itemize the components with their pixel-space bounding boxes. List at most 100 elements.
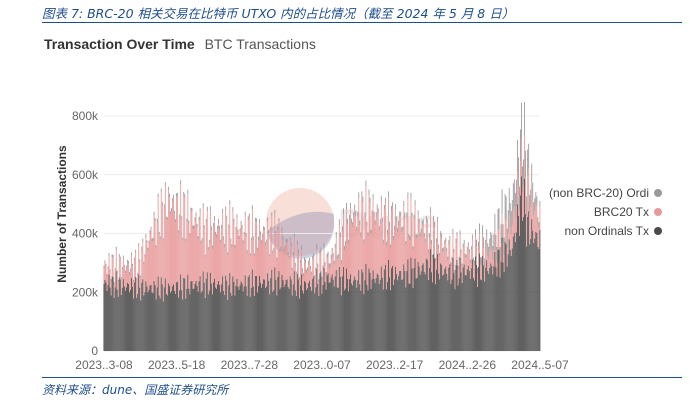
bar-segment — [136, 280, 138, 298]
bar-segment — [133, 282, 135, 299]
bar-segment — [382, 239, 384, 244]
bar-segment — [535, 192, 537, 204]
bar-segment — [506, 228, 508, 249]
bar-segment — [472, 257, 474, 262]
bar-segment — [243, 231, 245, 236]
bar-segment — [161, 202, 163, 206]
bar-segment — [384, 264, 386, 351]
bar-segment — [318, 279, 320, 283]
bar-segment — [111, 276, 113, 351]
bar-segment — [290, 279, 292, 351]
bar-segment — [214, 220, 215, 279]
bar-segment — [227, 252, 229, 256]
bar-segment — [457, 285, 459, 351]
bar-segment — [289, 240, 291, 277]
bar-segment — [161, 284, 163, 351]
bar-segment — [433, 220, 434, 255]
bar-segment — [216, 288, 217, 351]
bar-segment — [364, 212, 366, 218]
bar-segment — [420, 233, 422, 272]
bar-segment — [406, 217, 408, 271]
bar-segment — [340, 295, 342, 351]
bar-segment — [448, 244, 450, 268]
bar-segment — [498, 249, 500, 351]
bar-segment — [286, 238, 288, 243]
bar-segment — [385, 245, 387, 290]
bar-segment — [475, 256, 476, 351]
bar-segment — [272, 291, 274, 351]
bar-segment — [114, 270, 116, 288]
bar-segment — [419, 274, 421, 351]
bar-segment — [466, 251, 468, 270]
bar-segment — [505, 220, 507, 245]
bar-segment — [361, 269, 363, 351]
bar-segment — [168, 285, 170, 351]
bar-segment — [325, 271, 327, 276]
bar-segment — [208, 239, 210, 244]
bar-segment — [406, 270, 408, 351]
bar-segment — [448, 240, 450, 245]
bar-segment — [497, 209, 499, 230]
legend-marker — [654, 227, 662, 235]
bar-segment — [468, 249, 470, 253]
bar-segment — [312, 255, 314, 261]
bar-segment — [262, 237, 263, 284]
bar-segment — [419, 237, 421, 275]
bar-segment — [489, 267, 491, 351]
bar-segment — [270, 226, 272, 231]
bar-segment — [164, 182, 166, 186]
bar-segment — [260, 282, 261, 351]
bar-segment — [281, 230, 283, 275]
bar-segment — [421, 220, 423, 226]
bar-segment — [184, 194, 186, 198]
bar-segment — [247, 220, 249, 277]
bar-segment — [491, 234, 493, 250]
bar-segment — [525, 214, 527, 351]
bar-segment — [176, 193, 178, 197]
bar-segment — [440, 263, 442, 351]
bar-segment — [416, 277, 418, 351]
bar-segment — [287, 287, 289, 351]
bar-segment — [539, 206, 541, 230]
bar-segment — [439, 279, 441, 351]
bar-segment — [371, 279, 373, 351]
bar-segment — [218, 222, 219, 281]
bar-segment — [188, 223, 190, 289]
bar-segment — [515, 232, 517, 351]
bar-segment — [223, 239, 225, 291]
bar-segment — [357, 217, 359, 281]
bar-segment — [460, 272, 462, 351]
bar-segment — [283, 287, 285, 351]
bar-segment — [405, 240, 407, 245]
bar-segment — [338, 219, 340, 226]
bar-segment — [306, 269, 308, 273]
bar-segment — [419, 232, 421, 238]
bar-segment — [282, 239, 284, 281]
y-axis: 0 200k 400k 600k 800k — [72, 109, 99, 358]
bar-segment — [234, 295, 236, 351]
bar-segment — [449, 235, 451, 241]
bar-segment — [141, 249, 143, 283]
bar-segment — [482, 255, 484, 351]
bar-segment — [278, 271, 280, 351]
bar-segment — [280, 246, 282, 250]
y-axis-label: Number of Transactions — [55, 145, 69, 283]
bar-segment — [277, 276, 279, 351]
bar-segment — [238, 289, 240, 351]
bar-segment — [351, 218, 353, 224]
bar-segment — [313, 257, 315, 277]
bar-segment — [254, 217, 256, 222]
bar-segment — [121, 287, 123, 351]
bar-segment — [527, 216, 529, 351]
bar-segment — [337, 258, 339, 288]
bar-segment — [457, 269, 459, 286]
y-tick-label: 800k — [72, 109, 99, 123]
bar-segment — [217, 229, 218, 285]
bar-segment — [130, 289, 131, 351]
bar-segment — [150, 226, 152, 230]
bar-segment — [514, 192, 516, 218]
bar-segment — [109, 269, 111, 272]
bar-segment — [165, 219, 167, 295]
bar-segment — [422, 219, 424, 224]
